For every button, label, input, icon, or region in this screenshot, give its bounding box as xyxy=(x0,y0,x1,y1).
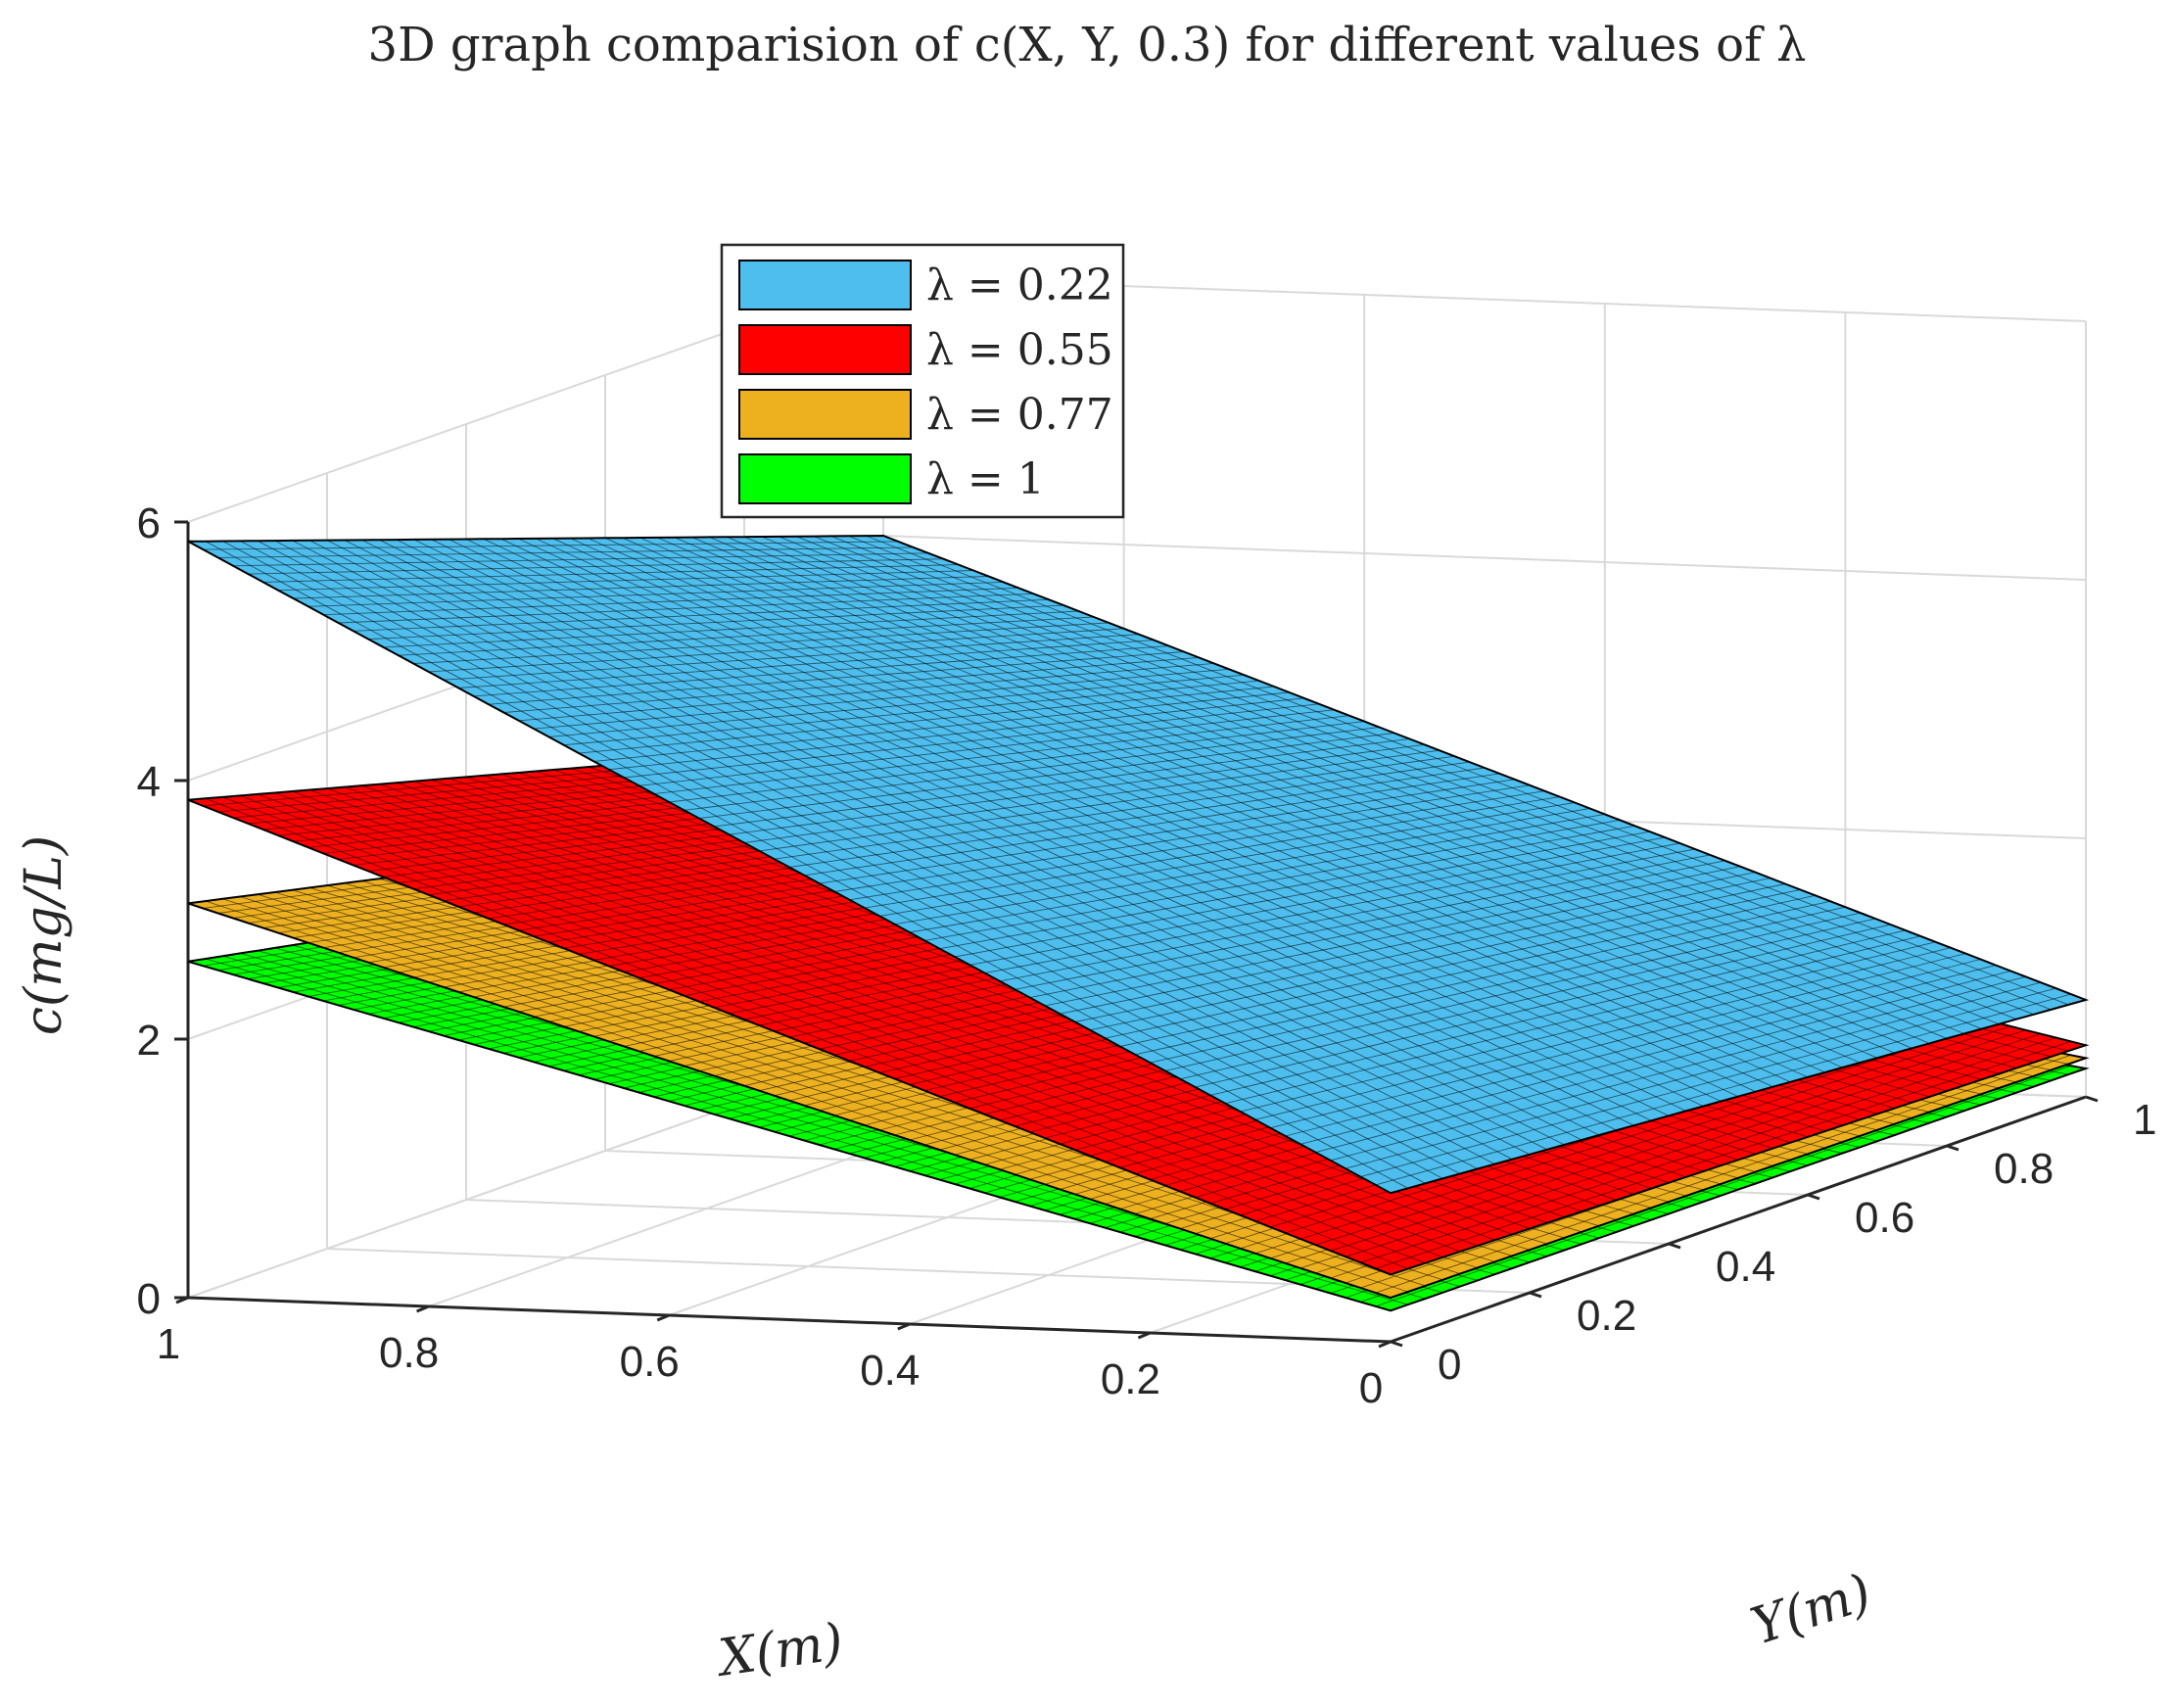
mesh-line xyxy=(500,538,1704,1107)
y-tick xyxy=(2085,1095,2099,1103)
y-tick-label: 1 xyxy=(2133,1096,2156,1144)
y-tick xyxy=(1529,1291,1542,1299)
legend-label: λ = 0.22 xyxy=(926,261,1113,310)
mesh-line xyxy=(379,539,1583,1141)
mesh-line xyxy=(205,541,1409,1189)
mesh-line xyxy=(830,535,2034,1016)
legend-label: λ = 0.77 xyxy=(926,390,1113,440)
mesh-line xyxy=(483,538,1686,1112)
mesh-line xyxy=(535,538,1739,1098)
mesh-line xyxy=(222,796,1426,1264)
mesh-line xyxy=(274,540,1479,1169)
z-axis-label: c(mg/L) xyxy=(15,835,73,1035)
mesh-line xyxy=(309,540,1513,1161)
mesh-line xyxy=(709,536,1913,1049)
mesh-line xyxy=(813,536,2017,1020)
x-tick xyxy=(1378,1340,1392,1349)
mesh-line xyxy=(257,540,1461,1174)
mesh-line xyxy=(292,540,1495,1164)
mesh-line xyxy=(222,541,1426,1184)
chart-title: 3D graph comparision of c(X, Y, 0.3) for… xyxy=(368,18,1807,72)
mesh-line xyxy=(205,900,1408,1293)
mesh-line xyxy=(761,536,1964,1034)
mesh-line xyxy=(222,898,1426,1287)
y-tick-label: 0 xyxy=(1438,1341,1461,1389)
x-tick xyxy=(416,1305,430,1313)
legend: λ = 0.22 λ = 0.55 λ = 0.77 λ = 1 xyxy=(720,243,1125,519)
legend-swatch xyxy=(738,453,912,504)
mesh-line xyxy=(588,538,1791,1083)
y-tick xyxy=(1946,1144,1960,1152)
mesh-line xyxy=(274,792,1478,1247)
x-tick-label: 0 xyxy=(1359,1364,1383,1412)
x-tick-label: 1 xyxy=(157,1320,180,1368)
legend-swatch xyxy=(738,324,912,375)
y-tick xyxy=(1807,1193,1820,1201)
mesh-line xyxy=(518,538,1722,1102)
x-tick xyxy=(897,1322,911,1331)
mesh-line xyxy=(552,538,1756,1093)
mesh-line xyxy=(604,537,1809,1078)
y-tick-label: 0.2 xyxy=(1577,1292,1636,1340)
x-tick-label: 0.2 xyxy=(1101,1355,1160,1403)
mesh-line xyxy=(344,540,1548,1151)
mesh-line xyxy=(570,538,1773,1088)
mesh-line xyxy=(240,794,1443,1258)
mesh-line xyxy=(866,535,2069,1006)
y-tick xyxy=(1668,1242,1681,1250)
mesh-line xyxy=(779,536,1982,1030)
y-tick xyxy=(1390,1340,1403,1348)
y-tick-label: 0.6 xyxy=(1855,1194,1914,1242)
x-tick-label: 0.4 xyxy=(860,1347,920,1395)
legend-label: λ = 1 xyxy=(926,454,1045,504)
legend-label: λ = 0.55 xyxy=(926,325,1113,375)
z-tick-label: 4 xyxy=(137,758,161,806)
wall-grid-line xyxy=(882,535,2087,581)
mesh-line xyxy=(622,537,1825,1073)
surface-0-22 xyxy=(187,534,2090,1195)
axes xyxy=(186,522,2087,1344)
mesh-line xyxy=(848,535,2052,1011)
y-tick-label: 0.8 xyxy=(1994,1145,2054,1193)
surface-mesh xyxy=(203,535,2071,1189)
x-tick xyxy=(656,1313,670,1322)
mesh-line xyxy=(205,797,1408,1269)
x-tick-label: 0.8 xyxy=(379,1329,439,1377)
x-tick-label: 0.6 xyxy=(620,1338,680,1386)
x-tick xyxy=(1137,1331,1151,1340)
x-axis-line xyxy=(187,1296,1392,1344)
z-tick-label: 6 xyxy=(137,499,161,547)
y-axis-line xyxy=(1390,1095,2087,1344)
z-tick-label: 0 xyxy=(137,1275,161,1323)
mesh-line xyxy=(292,790,1495,1241)
mesh-line xyxy=(727,536,1930,1044)
z-tick-label: 2 xyxy=(137,1017,161,1065)
mesh-line xyxy=(361,539,1565,1146)
mesh-line xyxy=(205,958,1408,1305)
mesh-line xyxy=(449,539,1652,1121)
y-tick-label: 0.4 xyxy=(1716,1243,1775,1291)
mesh-line xyxy=(743,536,1948,1039)
mesh-line xyxy=(691,537,1895,1054)
mesh-line xyxy=(240,541,1443,1179)
mesh-line xyxy=(465,539,1670,1116)
mesh-line xyxy=(413,539,1617,1131)
mesh-line xyxy=(431,539,1634,1126)
legend-swatch xyxy=(738,260,912,310)
mesh-line xyxy=(396,539,1600,1136)
legend-swatch xyxy=(738,389,912,440)
y-axis-label: Y(m) xyxy=(1744,1563,1878,1656)
mesh-line xyxy=(657,537,1861,1064)
mesh-line xyxy=(309,789,1513,1235)
mesh-line xyxy=(674,537,1878,1059)
mesh-line xyxy=(326,540,1531,1156)
surfaces xyxy=(187,534,2090,1312)
x-axis-label: X(m) xyxy=(712,1613,847,1689)
mesh-line xyxy=(796,536,2000,1025)
mesh-line xyxy=(257,793,1461,1253)
mesh-line xyxy=(639,537,1843,1068)
